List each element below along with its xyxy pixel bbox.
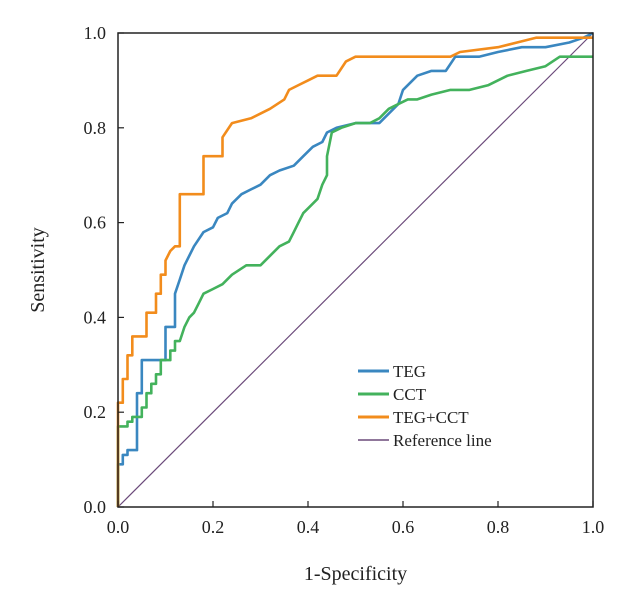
series-layer — [116, 31, 594, 508]
plot-frame — [117, 32, 594, 508]
x-tick-label: 0.2 — [202, 517, 225, 537]
series-line-teg — [116, 31, 594, 507]
x-tick-label: 1.0 — [582, 517, 605, 537]
y-tick-label: 0.4 — [84, 307, 107, 327]
y-tick-label: 0.2 — [84, 402, 107, 422]
legend-label-teg: TEG — [393, 362, 426, 381]
x-axis-title: 1-Specificity — [304, 563, 407, 585]
tick-layer: 0.00.0 0.2 0.2 0.4 0.4 0.6 0.6 0.8 0.8 1.0 1.0 — [84, 23, 605, 537]
y-axis-title: Sensitivity — [27, 227, 49, 313]
series-line-teg-cct — [116, 36, 593, 507]
legend-label-cct: CCT — [393, 385, 427, 404]
x-tick-label: 0.4 — [297, 517, 320, 537]
series-line-cct — [116, 55, 593, 507]
series-line-reference — [117, 32, 594, 508]
y-tick-label: 1.0 — [84, 23, 107, 43]
legend-label-reference: Reference line — [393, 431, 492, 450]
y-tick-label: 0.8 — [84, 118, 107, 138]
x-tick-label: 0.6 — [392, 517, 415, 537]
y-tick-label: 0.6 — [84, 213, 107, 233]
x-tick-label: 0.0 — [107, 517, 130, 537]
legend-label-teg-cct: TEG+CCT — [393, 408, 469, 427]
x-tick-label: 0.8 — [487, 517, 510, 537]
y-tick-label: 0.0 — [84, 497, 107, 517]
legend: TEG CCT TEG+CCT Reference line — [358, 362, 492, 450]
